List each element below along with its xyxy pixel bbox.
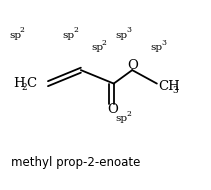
Text: sp: sp bbox=[151, 44, 163, 52]
Text: 2: 2 bbox=[73, 26, 78, 34]
Text: 3: 3 bbox=[161, 39, 166, 47]
Text: CH: CH bbox=[158, 80, 180, 93]
Text: 3: 3 bbox=[126, 26, 131, 34]
Text: sp: sp bbox=[91, 44, 103, 52]
Text: 2: 2 bbox=[22, 83, 27, 92]
Text: 2: 2 bbox=[126, 110, 131, 118]
Text: C: C bbox=[26, 77, 37, 89]
Text: sp: sp bbox=[9, 31, 21, 40]
Text: H: H bbox=[13, 77, 25, 89]
Text: methyl prop-2-enoate: methyl prop-2-enoate bbox=[11, 156, 140, 169]
Text: O: O bbox=[107, 103, 118, 116]
Text: sp: sp bbox=[116, 115, 128, 124]
Text: 3: 3 bbox=[173, 86, 178, 95]
Text: 2: 2 bbox=[102, 39, 107, 47]
Text: sp: sp bbox=[62, 31, 74, 40]
Text: O: O bbox=[127, 59, 138, 72]
Text: sp: sp bbox=[116, 31, 128, 40]
Text: 2: 2 bbox=[20, 26, 24, 34]
